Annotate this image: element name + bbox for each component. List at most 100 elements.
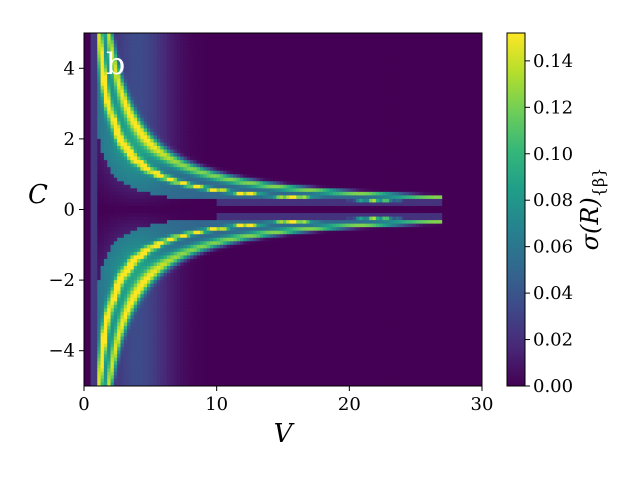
heatmap-cell	[200, 64, 204, 69]
heatmap-cell	[203, 223, 208, 228]
heatmap-cell	[246, 237, 251, 242]
heatmap-cell	[140, 103, 145, 108]
heatmap-cell	[150, 311, 155, 316]
heatmap-cell	[236, 100, 241, 105]
heatmap-cell	[176, 100, 181, 105]
heatmap-cell	[127, 241, 132, 246]
heatmap-cell	[206, 315, 211, 320]
heatmap-cell	[223, 371, 228, 377]
heatmap-cell	[229, 329, 234, 334]
heatmap-cell	[243, 368, 248, 373]
heatmap-cell	[103, 177, 108, 182]
heatmap-cell	[200, 188, 204, 193]
heatmap-cell	[206, 149, 211, 154]
heatmap-cell	[200, 138, 204, 144]
heatmap-cell	[210, 78, 214, 84]
heatmap-cell	[160, 181, 165, 186]
heatmap-cell	[140, 177, 145, 182]
heatmap-cell	[90, 269, 95, 274]
heatmap-cell	[103, 378, 108, 384]
heatmap-cell	[226, 220, 231, 225]
heatmap-cell	[147, 40, 151, 45]
heatmap-cell	[166, 142, 171, 147]
heatmap-cell	[100, 103, 105, 108]
heatmap-cell	[243, 89, 248, 94]
heatmap-cell	[243, 54, 248, 59]
heatmap-cell	[153, 202, 158, 207]
heatmap-cell	[229, 160, 234, 165]
heatmap-cell	[100, 244, 105, 249]
heatmap-cell	[156, 287, 161, 292]
heatmap-cell	[213, 283, 218, 288]
heatmap-cell	[150, 283, 155, 288]
heatmap-cell	[229, 287, 234, 292]
heatmap-cell	[210, 145, 214, 151]
heatmap-cell	[233, 145, 238, 151]
heatmap-cell	[166, 283, 171, 288]
heatmap-cell	[160, 68, 165, 73]
heatmap-cell	[186, 318, 191, 324]
heatmap-cell	[236, 50, 241, 55]
heatmap-cell	[223, 237, 228, 242]
heatmap-cell	[190, 103, 195, 108]
heatmap-cell	[210, 138, 214, 144]
heatmap-cell	[153, 160, 158, 165]
heatmap-cell	[233, 78, 238, 84]
heatmap-cell	[173, 43, 178, 48]
heatmap-cell	[219, 382, 224, 386]
heatmap-cell	[137, 163, 141, 168]
heatmap-cell	[87, 354, 92, 359]
heatmap-cell	[166, 188, 171, 193]
heatmap-cell	[173, 248, 178, 253]
heatmap-cell	[206, 375, 211, 380]
heatmap-cell	[239, 294, 244, 299]
heatmap-cell	[103, 156, 108, 161]
heatmap-cell	[229, 361, 234, 366]
heatmap-cell	[173, 375, 178, 380]
heatmap-cell	[183, 103, 188, 108]
heatmap-cell	[210, 149, 214, 154]
heatmap-cell	[186, 234, 191, 239]
heatmap-cell	[113, 61, 118, 66]
heatmap-cell	[156, 163, 161, 168]
heatmap-cell	[223, 33, 228, 38]
heatmap-cell	[216, 301, 221, 306]
heatmap-cell	[213, 333, 218, 338]
heatmap-cell	[137, 258, 141, 264]
heatmap-cell	[133, 163, 138, 168]
heatmap-cell	[100, 333, 105, 338]
heatmap-cell	[160, 61, 165, 66]
heatmap-cell	[123, 156, 128, 161]
heatmap-cell	[226, 170, 231, 175]
heatmap-cell	[156, 47, 161, 52]
heatmap-cell	[226, 61, 231, 66]
heatmap-cell	[216, 195, 221, 200]
heatmap-cell	[223, 202, 228, 207]
heatmap-cell	[113, 368, 118, 373]
heatmap-cell	[87, 160, 92, 165]
heatmap-cell	[84, 378, 88, 384]
heatmap-cell	[103, 138, 108, 144]
heatmap-cell	[163, 100, 168, 105]
heatmap-cell	[223, 43, 228, 48]
heatmap-cell	[226, 209, 231, 214]
heatmap-cell	[243, 244, 248, 249]
heatmap-cell	[163, 82, 168, 87]
heatmap-cell	[140, 82, 145, 87]
heatmap-cell	[160, 241, 165, 246]
heatmap-cell	[170, 149, 175, 154]
heatmap-cell	[160, 315, 165, 320]
heatmap-cell	[246, 325, 251, 331]
heatmap-cell	[233, 47, 238, 52]
heatmap-cell	[183, 75, 188, 80]
heatmap-cell	[127, 382, 132, 386]
heatmap-cell	[133, 294, 138, 299]
heatmap-cell	[193, 280, 198, 285]
heatmap-cell	[130, 114, 135, 119]
heatmap-cell	[140, 202, 145, 207]
heatmap-cell	[239, 378, 244, 384]
heatmap-cell	[133, 255, 138, 260]
heatmap-cell	[233, 294, 238, 299]
heatmap-cell	[193, 184, 198, 189]
heatmap-cell	[100, 82, 105, 87]
